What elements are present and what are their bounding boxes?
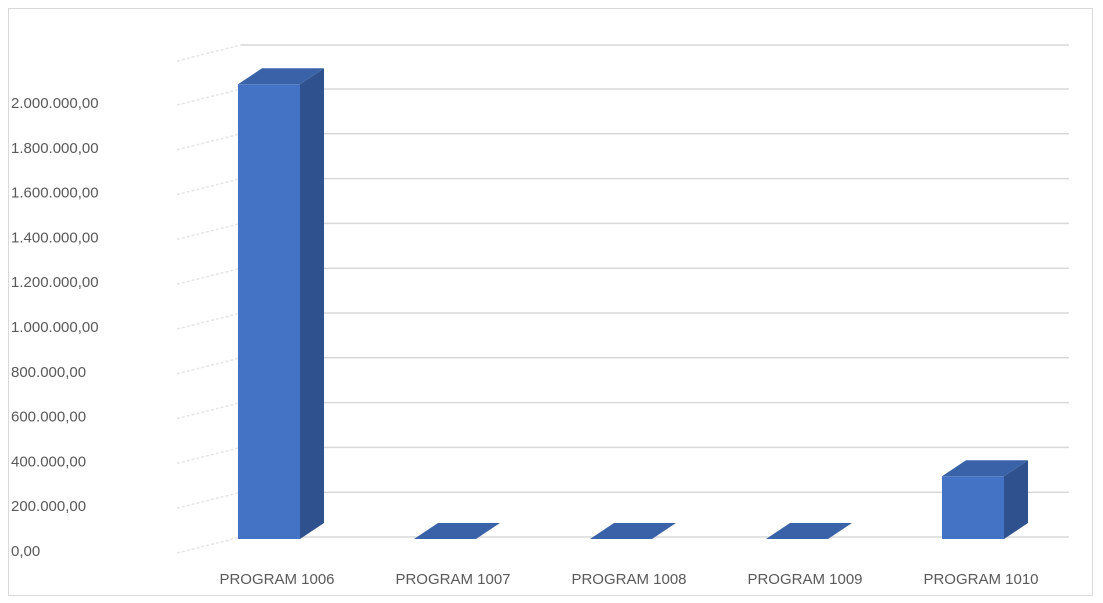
wall-gridline: [176, 133, 242, 151]
y-tick-label: 600.000,00: [11, 409, 86, 426]
wall-gridline: [176, 222, 242, 241]
bar-top: [590, 523, 676, 539]
y-tick-label: 200.000,00: [11, 498, 86, 515]
bar-front: [238, 84, 300, 539]
wall-gridline: [176, 491, 242, 509]
x-tick-label: PROGRAM 1007: [395, 571, 510, 588]
x-tick-label: PROGRAM 1009: [747, 571, 862, 588]
bar: [766, 523, 852, 539]
bar: [238, 68, 324, 539]
bar-front: [942, 476, 1004, 539]
bar-side: [1004, 460, 1028, 539]
bar-top: [766, 523, 852, 539]
x-tick-label: PROGRAM 1006: [219, 571, 334, 588]
wall-gridline: [176, 267, 242, 285]
bars: [238, 68, 1028, 539]
wall-gridline: [176, 536, 242, 554]
x-tick-label: PROGRAM 1010: [923, 571, 1038, 588]
x-axis: PROGRAM 1006 PROGRAM 1007 PROGRAM 1008 PROG…: [219, 571, 1038, 588]
chart-area: 0,00 200.000,00 400.000,00 600.000,00 800.00…: [8, 8, 1093, 596]
y-tick-label: 1.600.000,00: [11, 185, 99, 202]
y-tick-label: 1.200.000,00: [11, 274, 99, 291]
wall-gridline: [176, 88, 242, 106]
bar-top: [238, 68, 324, 85]
gridlines: [241, 44, 1069, 538]
wall-gridline: [176, 312, 242, 330]
side-wall-gridlines: [176, 44, 242, 554]
bar-top: [414, 523, 500, 539]
bar: [414, 523, 500, 539]
x-tick-label: PROGRAM 1008: [571, 571, 686, 588]
y-axis: 0,00 200.000,00 400.000,00 600.000,00 800.00…: [11, 95, 99, 560]
wall-gridline: [176, 446, 242, 465]
y-tick-label: 1.800.000,00: [11, 140, 99, 157]
y-tick-label: 0,00: [11, 543, 40, 560]
y-tick-label: 1.000.000,00: [11, 319, 99, 336]
bar-top: [942, 460, 1028, 477]
y-tick-label: 2.000.000,00: [11, 95, 99, 112]
bar-side: [300, 68, 324, 539]
bar: [590, 523, 676, 539]
wall-gridline: [176, 401, 242, 420]
bar: [942, 460, 1028, 539]
bar-chart: 0,00 200.000,00 400.000,00 600.000,00 800.00…: [11, 44, 1069, 588]
y-tick-label: 1.400.000,00: [11, 229, 99, 246]
y-tick-label: 400.000,00: [11, 453, 86, 470]
wall-gridline: [176, 44, 242, 62]
y-tick-label: 800.000,00: [11, 364, 86, 381]
wall-gridline: [176, 357, 242, 375]
wall-gridline: [176, 177, 242, 196]
